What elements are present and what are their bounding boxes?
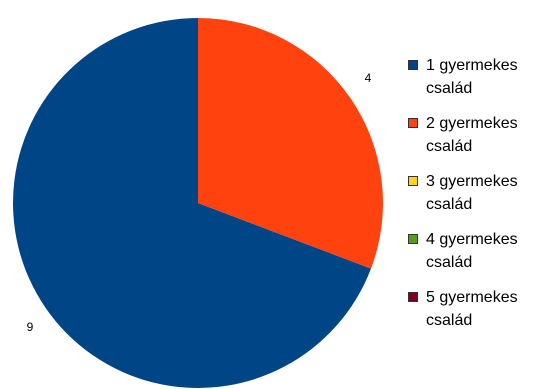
- legend-label-1: 1 gyermekes család: [426, 57, 518, 97]
- legend: 1 gyermekes család 2 gyermekes család 3 …: [408, 54, 552, 344]
- legend-item-5: 5 gyermekes család: [408, 286, 552, 344]
- data-label-2: 4: [365, 71, 372, 85]
- legend-label-2: 2 gyermekes család: [426, 115, 518, 155]
- pie-slice-2: [198, 18, 383, 269]
- legend-label-5: 5 gyermekes család: [426, 289, 518, 329]
- legend-label-4: 4 gyermekes család: [426, 231, 518, 271]
- legend-swatch-5: [408, 292, 418, 302]
- legend-label-3: 3 gyermekes család: [426, 173, 518, 213]
- legend-swatch-3: [408, 176, 418, 186]
- pie-slice-1: [12, 18, 371, 389]
- legend-item-4: 4 gyermekes család: [408, 228, 552, 286]
- legend-swatch-2: [408, 118, 418, 128]
- legend-item-2: 2 gyermekes család: [408, 112, 552, 170]
- legend-item-1: 1 gyermekes család: [408, 54, 552, 112]
- legend-swatch-1: [408, 60, 418, 70]
- legend-swatch-4: [408, 234, 418, 244]
- data-label-1: 9: [27, 320, 34, 334]
- legend-item-3: 3 gyermekes család: [408, 170, 552, 228]
